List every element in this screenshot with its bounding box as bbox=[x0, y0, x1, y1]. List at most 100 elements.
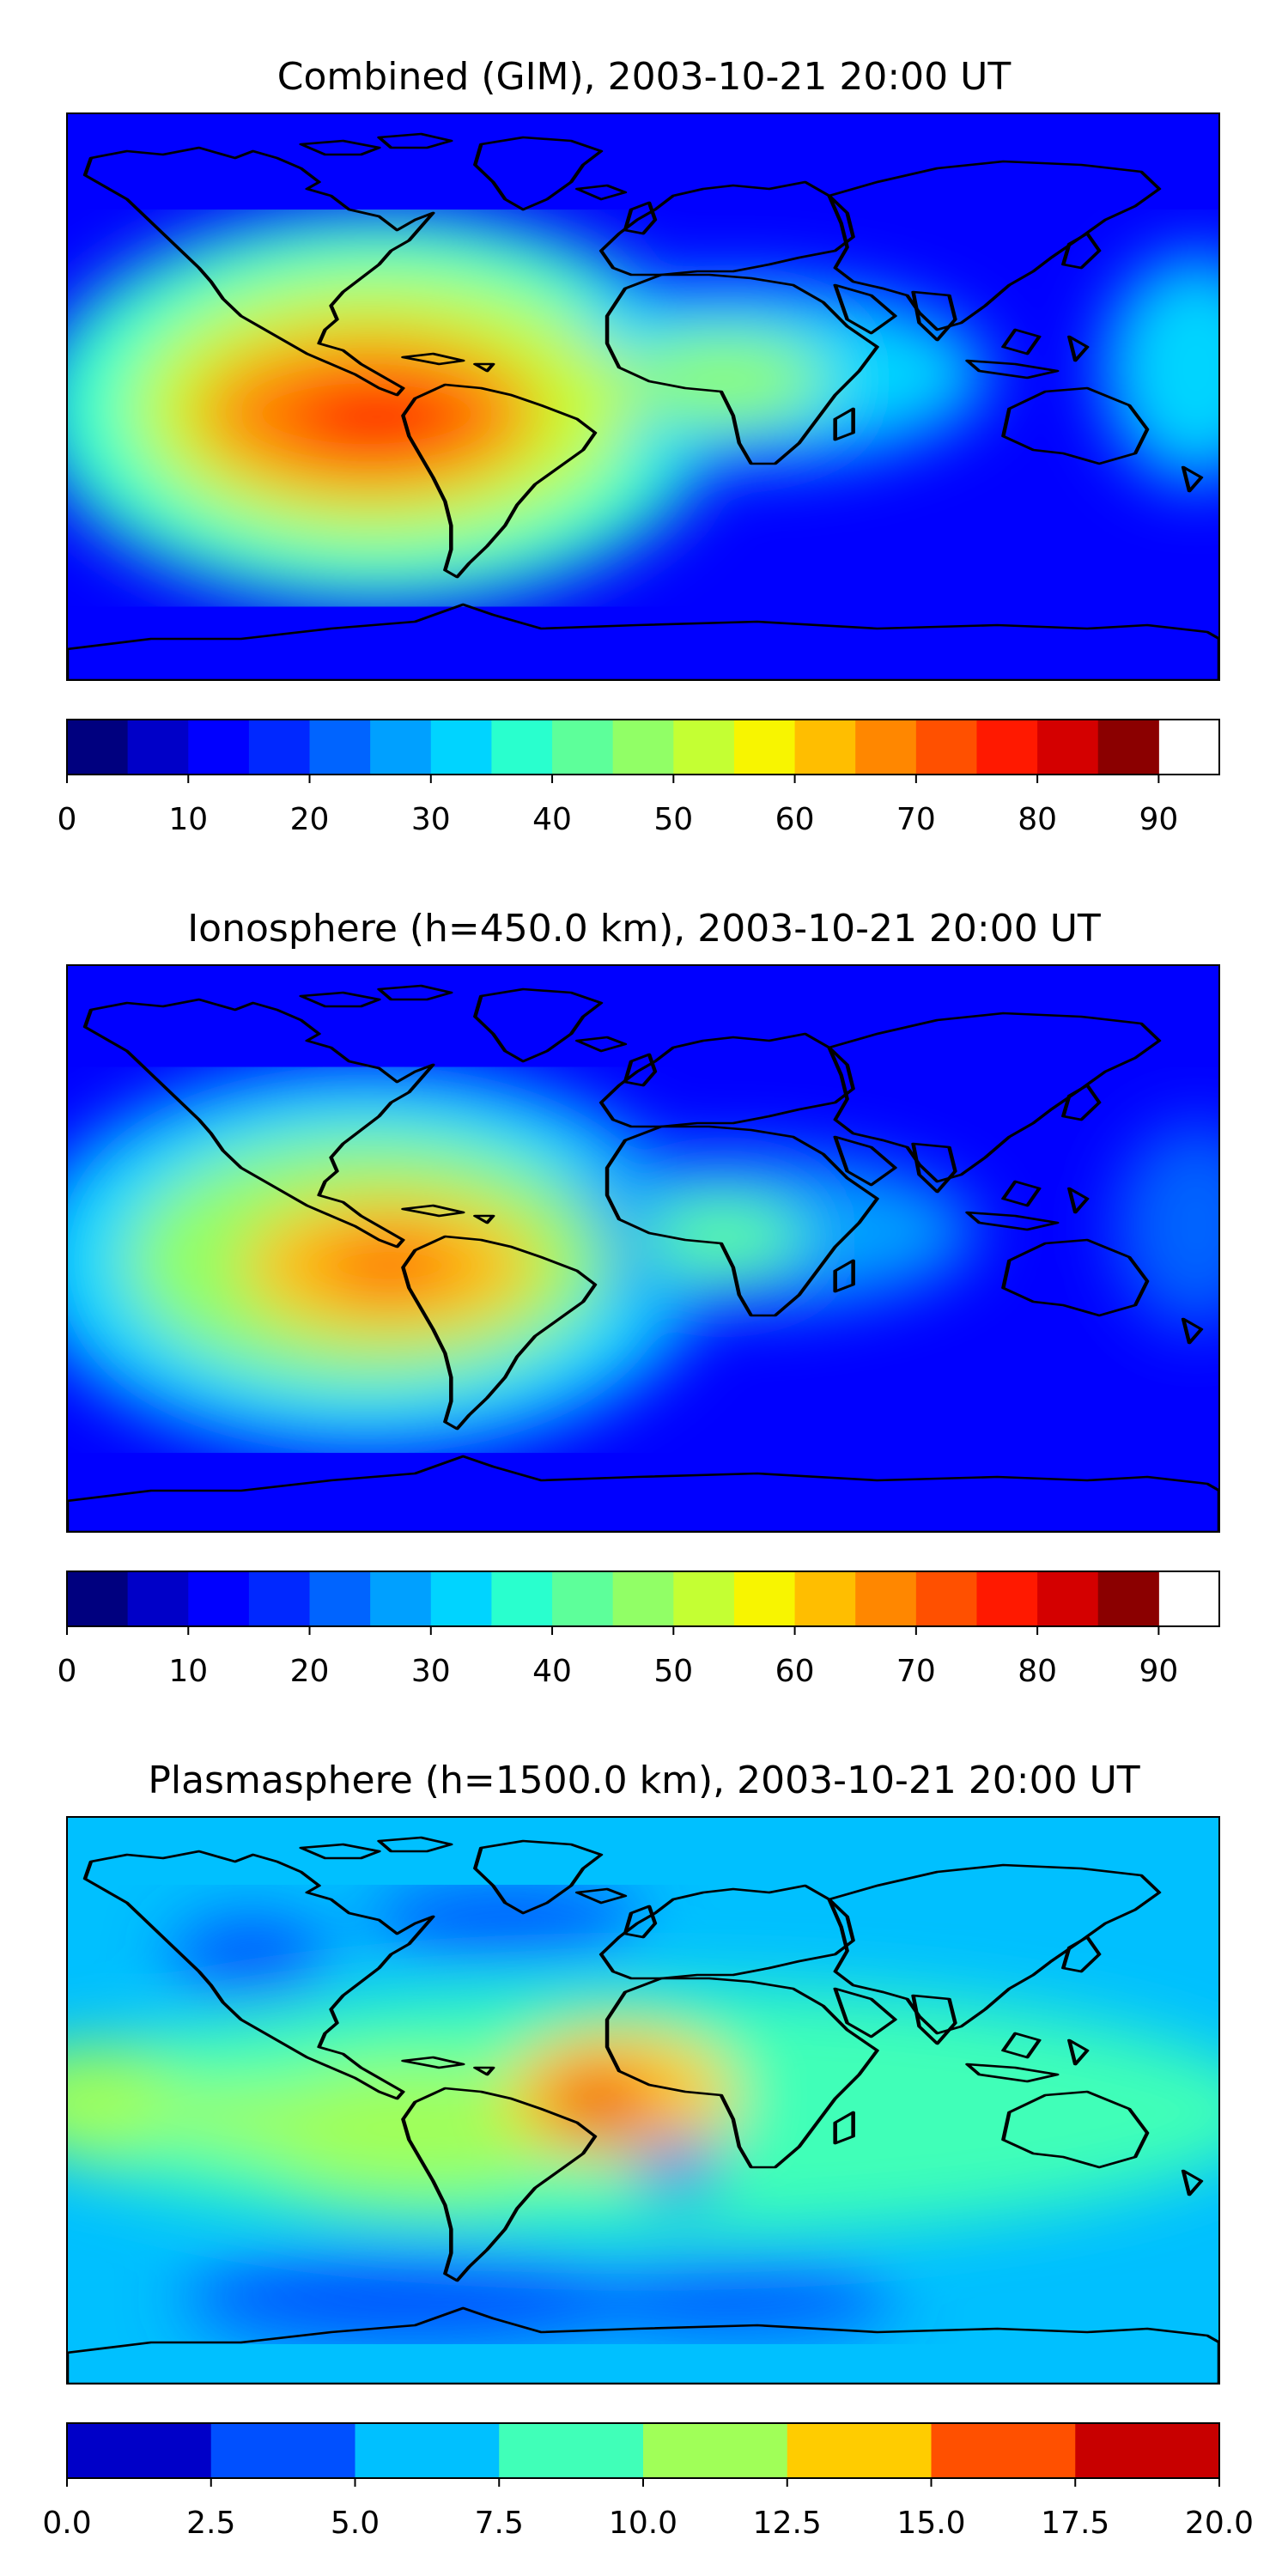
field-contour bbox=[631, 2140, 724, 2197]
colorbar-segment bbox=[1097, 720, 1159, 775]
colorbar-segment bbox=[309, 720, 371, 775]
field-contour bbox=[620, 334, 828, 426]
colorbar-segment bbox=[491, 1571, 553, 1626]
colorbar-segment bbox=[188, 720, 250, 775]
colorbar-tick-label: 15.0 bbox=[896, 2506, 965, 2541]
panel-3: Plasmasphere (h=1500.0 km), 2003-10-21 2… bbox=[42, 1759, 1254, 2541]
colorbar-segment bbox=[855, 720, 917, 775]
panel-title: Plasmasphere (h=1500.0 km), 2003-10-21 2… bbox=[148, 1759, 1139, 1802]
field-contour bbox=[574, 2264, 897, 2333]
colorbar-tick-label: 2.5 bbox=[186, 2506, 235, 2541]
colorbar-segment bbox=[127, 720, 189, 775]
colorbar-tick-label: 50 bbox=[653, 802, 693, 837]
colorbar-frame bbox=[66, 1571, 1220, 1627]
panel-2: Ionosphere (h=450.0 km), 2003-10-21 20:0… bbox=[58, 907, 1220, 1689]
colorbar-segment bbox=[794, 720, 856, 775]
map-field bbox=[67, 1817, 1219, 2384]
colorbar-segment bbox=[1097, 1571, 1159, 1626]
colorbar-segment bbox=[976, 720, 1038, 775]
colorbar-tick-label: 7.5 bbox=[475, 2506, 524, 2541]
panels: Combined (GIM), 2003-10-21 20:00 UT 0 10 20… bbox=[42, 55, 1254, 2541]
colorbar-segment bbox=[733, 720, 796, 775]
colorbar-tick-label: 20 bbox=[290, 802, 330, 837]
colorbar-segment bbox=[1037, 1571, 1099, 1626]
colorbar-segment bbox=[309, 1571, 371, 1626]
colorbar-segment bbox=[491, 720, 553, 775]
colorbar-tick-label: 60 bbox=[775, 802, 815, 837]
colorbar-tick-label: 30 bbox=[411, 802, 451, 837]
colorbar-segment bbox=[67, 1571, 129, 1626]
field-contour bbox=[182, 2253, 643, 2344]
colorbar-segment bbox=[1075, 2423, 1220, 2478]
colorbar-tick-label: 40 bbox=[532, 802, 572, 837]
field-contour bbox=[67, 2044, 183, 2157]
field-contour bbox=[665, 2003, 1081, 2174]
field-contour bbox=[170, 1918, 332, 1999]
colorbar-tick-label: 30 bbox=[411, 1654, 451, 1689]
colorbar-tick-label: 20.0 bbox=[1185, 2506, 1254, 2541]
colorbar-segment bbox=[976, 1571, 1038, 1626]
colorbar-segment bbox=[1037, 720, 1099, 775]
colorbar-tick-label: 90 bbox=[1139, 1654, 1178, 1689]
colorbar-tick-label: 80 bbox=[1018, 1654, 1057, 1689]
colorbar-tick-label: 90 bbox=[1139, 802, 1178, 837]
colorbar-tick-label: 20 bbox=[290, 1654, 330, 1689]
colorbar-segment bbox=[612, 720, 674, 775]
colorbar-segment bbox=[915, 1571, 977, 1626]
colorbar-segment bbox=[210, 2423, 355, 2478]
panel-title: Ionosphere (h=450.0 km), 2003-10-21 20:0… bbox=[187, 907, 1101, 951]
colorbar-tick-label: 70 bbox=[896, 1654, 936, 1689]
colorbar-tick-label: 12.5 bbox=[753, 2506, 822, 2541]
colorbar-frame bbox=[66, 719, 1220, 775]
colorbar-segment bbox=[248, 1571, 311, 1626]
colorbar-tick-label: 80 bbox=[1018, 802, 1057, 837]
colorbar-segment bbox=[612, 1571, 674, 1626]
colorbar: 0.0 2.5 5.0 7.5 10.0 12.5 15.0 17.5 20.0 bbox=[42, 2422, 1254, 2541]
colorbar-segment bbox=[673, 1571, 735, 1626]
field-contour bbox=[1115, 1123, 1219, 1328]
colorbar-segment bbox=[931, 2423, 1076, 2478]
colorbar-segment bbox=[673, 720, 735, 775]
colorbar: 0 10 20 30 40 50 60 70 80 90 bbox=[58, 1571, 1220, 1689]
field-contour bbox=[320, 1236, 459, 1294]
colorbar-segment bbox=[643, 2423, 788, 2478]
colorbar-segment bbox=[370, 720, 432, 775]
colorbar-segment bbox=[733, 1571, 796, 1626]
field-contour bbox=[285, 380, 471, 459]
colorbar-segment bbox=[370, 1571, 432, 1626]
field-contour bbox=[170, 2083, 309, 2152]
field-contour bbox=[643, 1197, 805, 1278]
colorbar-segment bbox=[855, 1571, 917, 1626]
colorbar-tick-label: 10 bbox=[168, 1654, 208, 1689]
map-field bbox=[67, 113, 1219, 680]
colorbar-segment bbox=[248, 720, 311, 775]
colorbar-tick-label: 50 bbox=[653, 1654, 693, 1689]
colorbar-segment bbox=[499, 2423, 644, 2478]
field-contour bbox=[574, 2094, 621, 2129]
colorbar-segment bbox=[67, 720, 129, 775]
colorbar-segment bbox=[794, 1571, 856, 1626]
colorbar-tick-label: 10.0 bbox=[609, 2506, 677, 2541]
colorbar-tick-label: 40 bbox=[532, 1654, 572, 1689]
colorbar-tick-label: 0.0 bbox=[42, 2506, 91, 2541]
colorbar-segment bbox=[127, 1571, 189, 1626]
colorbar-segment bbox=[355, 2423, 500, 2478]
colorbar-segment bbox=[915, 720, 977, 775]
map-frame bbox=[66, 964, 1220, 1533]
colorbar-tick-label: 70 bbox=[896, 802, 936, 837]
colorbar-tick-label: 60 bbox=[775, 1654, 815, 1689]
map-frame bbox=[66, 112, 1220, 681]
field-contour bbox=[1103, 255, 1219, 482]
colorbar: 0 10 20 30 40 50 60 70 80 90 bbox=[58, 719, 1220, 837]
colorbar-segment bbox=[552, 720, 614, 775]
colorbar-segment bbox=[552, 1571, 614, 1626]
map-frame bbox=[66, 1816, 1220, 2385]
colorbar-tick-label: 5.0 bbox=[331, 2506, 380, 2541]
colorbar-tick-label: 0 bbox=[58, 1654, 77, 1689]
colorbar-segment bbox=[787, 2423, 932, 2478]
field-contour bbox=[366, 1885, 643, 1953]
colorbar-segment bbox=[67, 2423, 212, 2478]
colorbar-tick-label: 10 bbox=[168, 802, 208, 837]
colorbar-segment bbox=[188, 1571, 250, 1626]
